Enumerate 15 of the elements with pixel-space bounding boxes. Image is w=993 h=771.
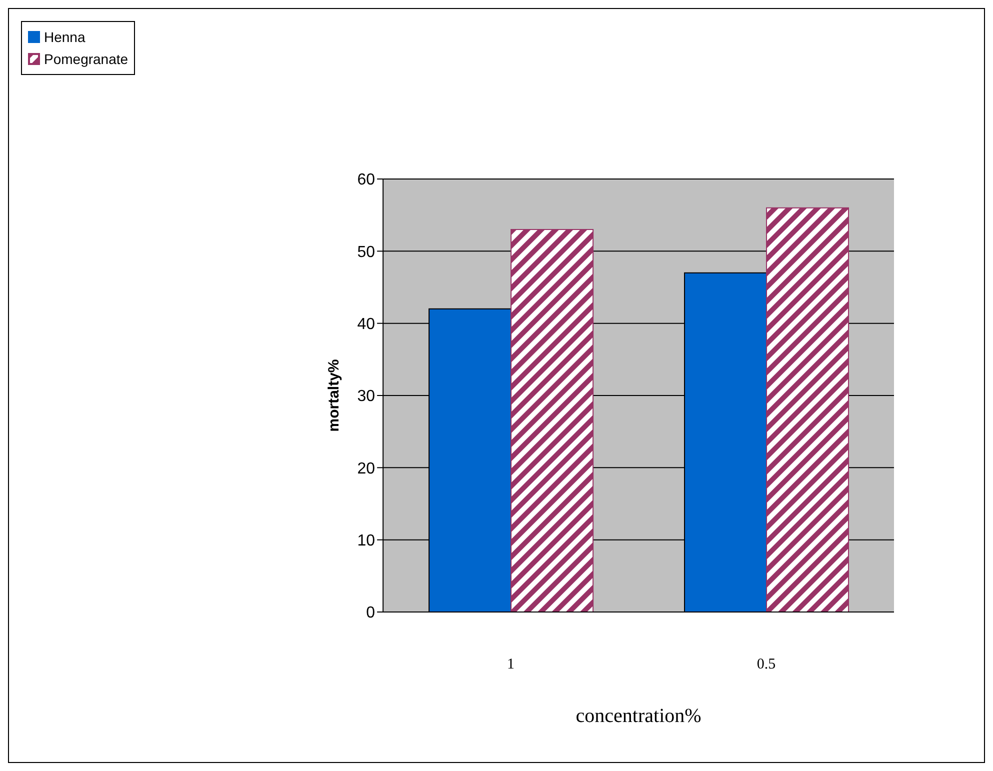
- y-tick-label: 0: [366, 604, 376, 622]
- legend-label: Pomegranate: [44, 50, 128, 69]
- y-tick-label: 20: [357, 460, 376, 478]
- y-tick-label: 60: [357, 172, 376, 189]
- bar: [510, 229, 594, 612]
- bar: [766, 207, 850, 612]
- y-tick-label: 40: [357, 316, 376, 334]
- y-tick-label: 10: [357, 532, 376, 550]
- x-axis-title: concentration%: [576, 705, 702, 727]
- x-tick-label: 0.5: [756, 656, 776, 673]
- y-tick-label: 50: [357, 244, 376, 261]
- y-tick-label: 30: [357, 388, 376, 406]
- y-axis-title: mortalty%: [325, 359, 342, 432]
- legend-label: Henna: [44, 28, 86, 47]
- x-tick-label: 1: [507, 656, 515, 673]
